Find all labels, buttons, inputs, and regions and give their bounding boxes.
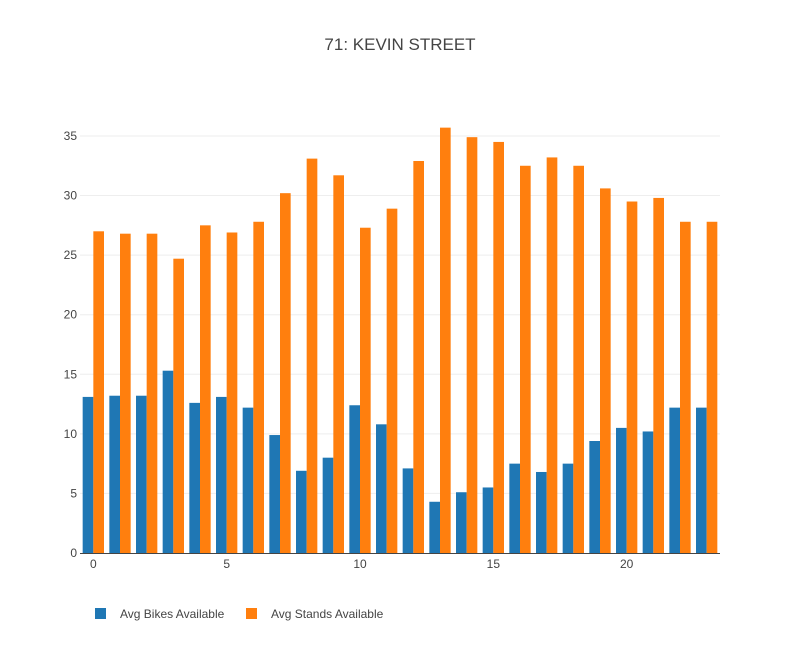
bar-bikes-8[interactable] <box>296 470 307 553</box>
legend-item-stands[interactable]: Avg Stands Available <box>246 607 384 621</box>
y-tick-label: 0 <box>70 546 77 560</box>
y-tick-label: 25 <box>64 248 78 262</box>
bar-bikes-10[interactable] <box>349 405 360 553</box>
bar-bikes-7[interactable] <box>269 435 280 553</box>
bar-stands-14[interactable] <box>466 137 478 553</box>
legend[interactable]: Avg Bikes Available Avg Stands Available <box>95 607 384 621</box>
bar-bikes-11[interactable] <box>376 424 387 553</box>
bar-stands-15[interactable] <box>493 141 504 554</box>
bar-stands-23[interactable] <box>706 221 718 553</box>
bar-bikes-18[interactable] <box>562 463 574 553</box>
bar-bikes-0[interactable] <box>82 396 94 553</box>
bar-bikes-1[interactable] <box>109 395 120 553</box>
legend-swatch <box>246 608 257 619</box>
y-axis: 0 5 10 15 20 25 30 35 <box>64 129 78 560</box>
legend-swatch <box>95 608 106 619</box>
bar-bikes-19[interactable] <box>589 441 600 553</box>
legend-label: Avg Stands Available <box>271 607 384 621</box>
bar-stands-18[interactable] <box>573 165 584 553</box>
bar-bikes-15[interactable] <box>482 487 494 553</box>
bar-stands-22[interactable] <box>680 221 691 553</box>
bar-bikes-3[interactable] <box>162 370 174 553</box>
x-tick-label: 15 <box>487 557 501 571</box>
bar-stands-6[interactable] <box>253 221 264 553</box>
bar-stands-13[interactable] <box>440 127 451 553</box>
chart-title: 71: KEVIN STREET <box>324 35 475 54</box>
bar-bikes-13[interactable] <box>429 501 440 553</box>
y-tick-label: 35 <box>64 129 78 143</box>
bar-stands-1[interactable] <box>120 233 131 553</box>
bar-stands-9[interactable] <box>333 175 344 554</box>
bar-stands-2[interactable] <box>146 233 158 553</box>
bar-bikes-14[interactable] <box>456 492 467 553</box>
bar-stands-20[interactable] <box>626 201 638 554</box>
bar-bikes-2[interactable] <box>136 395 147 553</box>
bar-stands-10[interactable] <box>360 227 371 554</box>
bar-bikes-21[interactable] <box>642 431 654 553</box>
x-tick-label: 5 <box>223 557 230 571</box>
gridlines <box>80 135 720 494</box>
bar-stands-21[interactable] <box>653 197 664 554</box>
bar-bikes-9[interactable] <box>322 457 334 553</box>
bar-stands-0[interactable] <box>93 231 104 554</box>
bar-stands-12[interactable] <box>413 161 424 553</box>
bar-stands-17[interactable] <box>546 157 558 553</box>
y-tick-label: 15 <box>64 367 78 381</box>
bar-bikes-16[interactable] <box>509 463 520 553</box>
bar-stands-5[interactable] <box>226 232 238 553</box>
bar-stands-3[interactable] <box>173 258 184 553</box>
bar-stands-16[interactable] <box>520 165 531 553</box>
bar-bikes-17[interactable] <box>536 471 547 553</box>
bar-bikes-5[interactable] <box>216 396 227 553</box>
y-tick-label: 30 <box>64 189 78 203</box>
bar-bikes-12[interactable] <box>402 468 414 553</box>
y-tick-label: 20 <box>64 308 78 322</box>
x-tick-label: 10 <box>353 557 367 571</box>
bar-stands-7[interactable] <box>280 193 291 553</box>
bar-bikes-20[interactable] <box>616 427 627 553</box>
bar-stands-19[interactable] <box>600 188 611 554</box>
bar-bikes-6[interactable] <box>242 407 254 553</box>
x-tick-label: 20 <box>620 557 634 571</box>
x-tick-label: 0 <box>90 557 97 571</box>
y-tick-label: 5 <box>70 486 77 500</box>
bar-bikes-4[interactable] <box>189 402 200 553</box>
legend-label: Avg Bikes Available <box>120 607 225 621</box>
bars <box>82 127 718 554</box>
bar-stands-11[interactable] <box>386 208 398 553</box>
bar-bikes-22[interactable] <box>669 407 680 553</box>
y-tick-label: 10 <box>64 427 78 441</box>
x-axis: 0 5 10 15 20 <box>90 557 634 571</box>
legend-item-bikes[interactable]: Avg Bikes Available <box>95 607 225 621</box>
bar-stands-4[interactable] <box>200 225 211 553</box>
bar-bikes-23[interactable] <box>696 407 707 553</box>
bar-stands-8[interactable] <box>306 158 318 554</box>
